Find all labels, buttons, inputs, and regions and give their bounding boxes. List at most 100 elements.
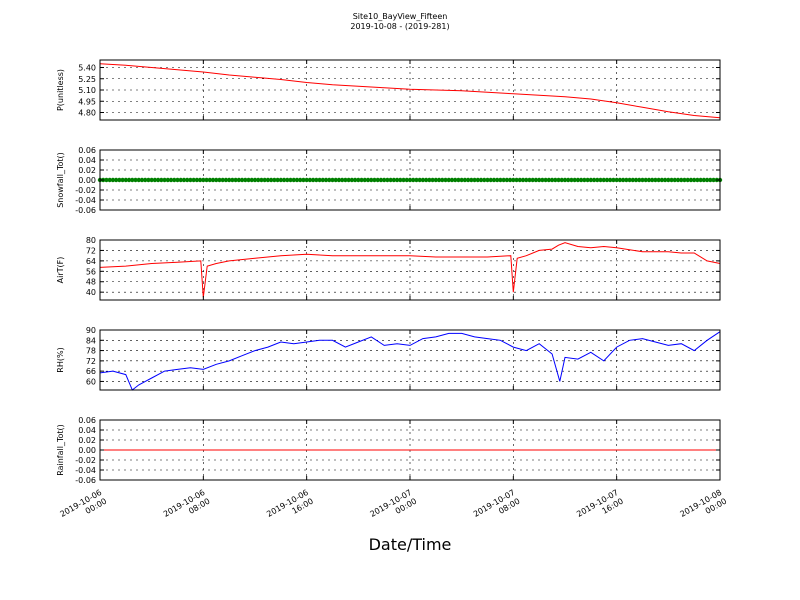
data-point <box>207 177 212 183</box>
data-point <box>323 177 329 183</box>
data-point <box>233 177 238 183</box>
data-point <box>475 177 481 183</box>
data-point <box>320 177 326 183</box>
data-point <box>420 177 426 183</box>
data-point <box>210 177 216 183</box>
data-point <box>381 177 387 183</box>
data-point <box>436 177 442 183</box>
data-point <box>339 177 345 183</box>
data-point <box>404 177 409 183</box>
data-point <box>679 177 684 183</box>
data-point <box>204 177 209 183</box>
data-point <box>659 177 665 183</box>
data-point <box>388 177 393 183</box>
y-tick-label: 4.80 <box>78 109 96 118</box>
y-tick-label: 72 <box>86 357 96 366</box>
series-line <box>99 331 721 391</box>
data-point <box>314 177 319 183</box>
data-point <box>608 177 613 183</box>
data-point <box>465 177 471 183</box>
data-point <box>133 177 138 183</box>
data-point <box>356 177 361 183</box>
data-point <box>520 177 526 183</box>
data-point <box>711 177 716 183</box>
data-point <box>136 177 141 183</box>
data-point <box>349 177 355 183</box>
data-point <box>504 177 510 183</box>
y-axis-label: P(unitless) <box>56 69 65 111</box>
data-point <box>249 177 254 183</box>
data-point <box>201 177 206 183</box>
y-tick-label: 72 <box>86 246 96 255</box>
data-point <box>543 177 548 183</box>
data-point <box>453 177 458 183</box>
data-point <box>278 177 284 183</box>
data-point <box>223 177 229 183</box>
data-point <box>578 177 584 183</box>
y-tick-label: 0.02 <box>78 436 96 445</box>
data-point <box>214 177 219 183</box>
data-point <box>485 177 490 183</box>
data-point <box>549 177 555 183</box>
data-point <box>443 177 448 183</box>
data-point <box>259 177 264 183</box>
data-point <box>704 177 710 183</box>
data-point <box>423 177 429 183</box>
data-point <box>146 177 151 183</box>
y-tick-label: 56 <box>86 267 96 276</box>
data-point <box>556 177 561 183</box>
data-point <box>501 177 506 183</box>
x-axis-label: Date/Time <box>369 535 452 554</box>
data-point <box>310 177 316 183</box>
data-point <box>478 177 484 183</box>
data-point <box>394 177 400 183</box>
data-point <box>256 177 261 183</box>
y-axis-label: AirT(F) <box>56 257 65 284</box>
y-tick-label: 60 <box>86 377 96 386</box>
y-axis-label: Rainfall_Tot() <box>56 424 65 476</box>
data-point <box>110 177 116 183</box>
data-point <box>530 177 535 183</box>
data-point <box>517 177 522 183</box>
data-point <box>685 177 690 183</box>
data-point <box>391 177 397 183</box>
data-point <box>217 177 222 183</box>
data-point <box>536 177 542 183</box>
data-point <box>491 177 497 183</box>
y-axis-label: RH(%) <box>56 347 65 372</box>
y-tick-label: 80 <box>86 236 96 245</box>
data-point <box>514 177 519 183</box>
data-point <box>562 177 568 183</box>
y-tick-label: 0.02 <box>78 166 96 175</box>
data-point <box>482 177 487 183</box>
y-tick-label: 48 <box>86 278 96 287</box>
data-point <box>407 177 413 183</box>
data-point <box>691 177 697 183</box>
data-point <box>695 177 700 183</box>
data-point <box>546 177 552 183</box>
data-point <box>427 177 432 183</box>
data-point <box>462 177 468 183</box>
data-point <box>701 177 707 183</box>
data-point <box>627 177 632 183</box>
data-point <box>149 177 154 183</box>
data-point <box>194 177 200 183</box>
data-point <box>569 177 574 183</box>
data-point <box>637 177 642 183</box>
data-point <box>304 177 309 183</box>
data-point <box>417 177 422 183</box>
subplot-1: 5.40 5.25 5.10 4.95 4.80 P(unitless) <box>56 59 721 121</box>
data-point <box>598 177 603 183</box>
data-point <box>168 177 174 183</box>
y-tick-label: 78 <box>86 347 96 356</box>
data-point <box>494 177 500 183</box>
data-point <box>440 177 445 183</box>
y-tick-label: 0.06 <box>78 146 96 155</box>
data-point <box>449 177 455 183</box>
y-tick-label: -0.04 <box>75 466 96 475</box>
data-point <box>469 177 474 183</box>
